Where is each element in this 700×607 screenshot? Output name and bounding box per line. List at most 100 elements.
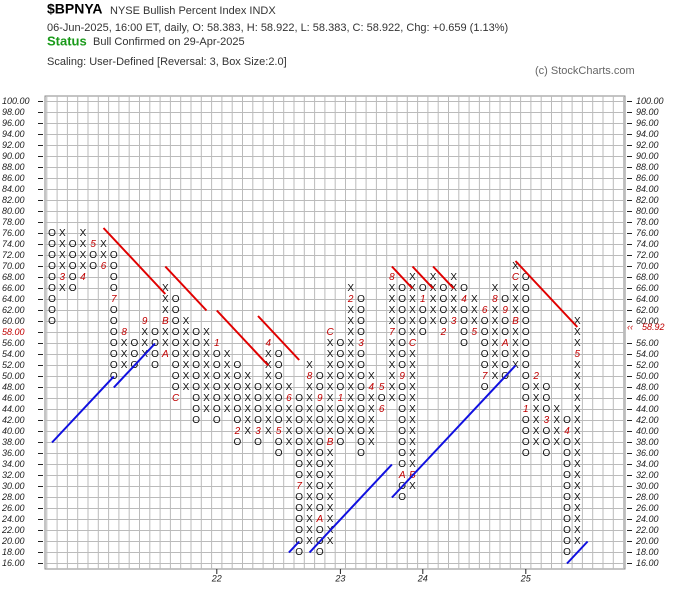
y-tick-label-right: 44.00 [636,404,659,414]
o-box: O [440,294,448,305]
x-box: X [368,415,375,426]
x-box: X [430,283,437,294]
y-tick-label: 86.00 [2,173,25,183]
x-box: X [450,272,457,283]
o-box: O [357,404,365,415]
y-tick-label-right: 28.00 [635,492,659,502]
x-box: X [430,294,437,305]
x-box: X [409,360,416,371]
y-tick-label: 52.00 [2,360,25,370]
x-box: X [244,371,251,382]
x-box: X [553,415,560,426]
o-box: O [254,382,262,393]
x-box: X [327,415,334,426]
o-box: O [543,404,551,415]
o-box: O [398,393,406,404]
y-tick-label: 28.00 [1,492,25,502]
x-box: X [553,437,560,448]
o-box: O [234,415,242,426]
x-box: X [327,459,334,470]
x-box: X [224,360,231,371]
x-box: X [409,415,416,426]
y-tick-label-right: 20.00 [635,536,659,546]
o-box: O [563,437,571,448]
o-box: O [357,349,365,360]
x-box: X [389,294,396,305]
x-box: X [265,404,272,415]
x-box: X [574,525,581,536]
x-box: X [347,371,354,382]
o-box: O [213,415,221,426]
y-tick-label-right: 16.00 [636,558,659,568]
o-box: O [110,338,118,349]
o-box: O [316,426,324,437]
o-box: O [275,360,283,371]
y-tick-label: 24.00 [1,514,25,524]
x-box: X [430,305,437,316]
y-tick-label: 62.00 [2,305,25,315]
month-marker: 7 [296,481,302,492]
x-box: X [533,415,540,426]
x-box: X [347,393,354,404]
y-tick-label-right: 92.00 [636,140,659,150]
x-box: X [347,360,354,371]
x-box: X [306,492,313,503]
o-box: O [419,316,427,327]
year-label: 25 [520,573,532,583]
last-price: 58.92 [642,322,665,332]
month-marker: 6 [101,261,107,272]
x-box: X [203,382,210,393]
x-box: X [492,327,499,338]
o-box: O [398,448,406,459]
month-marker: 3 [451,316,457,327]
o-box: O [337,382,345,393]
x-box: X [471,294,478,305]
x-box: X [409,371,416,382]
column: XX [100,239,107,261]
x-box: X [409,437,416,448]
year-label: 22 [211,573,222,583]
x-box: X [574,316,581,327]
o-box: O [316,547,324,558]
o-box: O [192,349,200,360]
x-box: X [409,481,416,492]
o-box: O [398,349,406,360]
o-box: O [275,371,283,382]
x-box: X [162,283,169,294]
x-box: X [492,371,499,382]
y-tick-label-right: 96.00 [636,118,659,128]
x-box: X [162,305,169,316]
x-box: X [347,338,354,349]
o-box: O [563,470,571,481]
x-box: X [306,448,313,459]
column: XXX [471,294,478,327]
x-box: X [121,338,128,349]
x-box: X [389,305,396,316]
o-box: O [440,305,448,316]
o-box: O [357,305,365,316]
y-tick-label-right: 90.00 [636,151,659,161]
trend-line [257,315,300,361]
x-box: X [450,294,457,305]
o-box: O [522,349,530,360]
o-box: O [172,349,180,360]
month-marker: 9 [502,305,508,316]
x-box: X [244,404,251,415]
o-box: O [522,272,530,283]
x-box: X [430,272,437,283]
y-tick-label: 32.00 [2,470,25,480]
x-box: X [203,393,210,404]
o-box: O [192,415,200,426]
scaling: Scaling: User-Defined [Reversal: 3, Box … [47,56,287,68]
y-tick-label-right: 52.00 [636,360,659,370]
x-box: X [306,360,313,371]
o-box: O [69,283,77,294]
o-box: O [192,404,200,415]
month-marker: 5 [90,239,96,250]
y-tick-label: 34.00 [2,459,25,469]
